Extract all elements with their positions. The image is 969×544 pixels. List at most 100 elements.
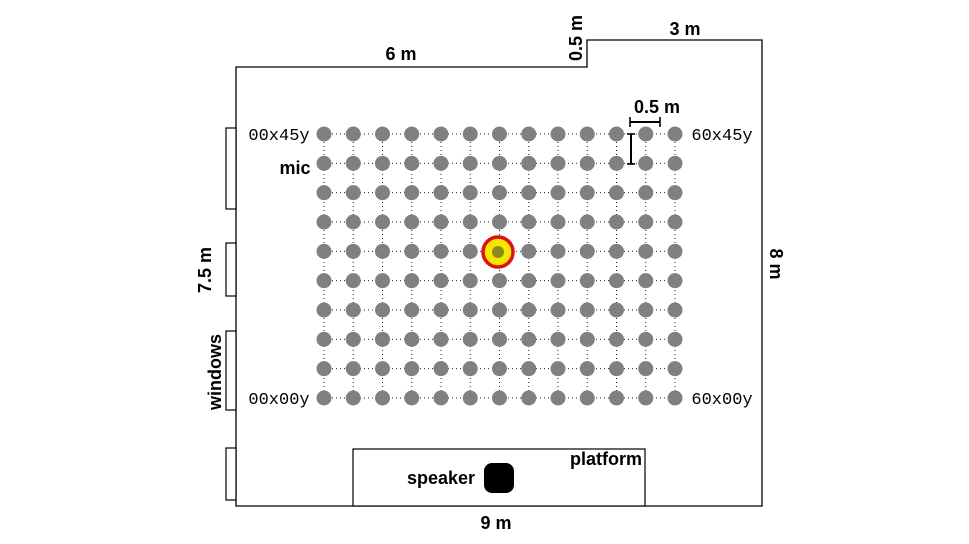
mic-dot [521,390,537,406]
mic-dot [345,155,361,171]
mic-dot [638,243,654,259]
mic-dot [638,185,654,201]
mic-dot [316,361,332,377]
highlighted-mic [492,246,504,258]
mic-dot [462,361,478,377]
mic-dot [521,331,537,347]
mic-dot [375,331,390,347]
mic-dot [667,390,683,406]
windows-label: windows [205,334,225,411]
window [225,242,237,297]
mic-dot [462,185,478,201]
mic-dot [667,126,683,142]
mic-dot [550,243,566,259]
mic-dot [404,126,420,142]
mic-dot [462,273,478,289]
mic-dot [345,243,361,259]
dim-right-height: 8 m [766,248,786,279]
mic-dot [492,390,507,406]
mic-dot [433,126,449,142]
mic-dot [579,185,595,201]
mic-dot [550,214,566,230]
mic-dot [375,155,390,171]
mic-dot [638,126,654,142]
windows [225,127,237,501]
mic-dot [521,361,537,377]
mic-dot [404,331,420,347]
mic-dot [404,302,420,318]
mic-dot [667,331,683,347]
mic-dot [345,185,361,201]
mic-dot [638,155,654,171]
mic-dot [433,243,449,259]
mic-dot [404,214,420,230]
mic-dot [492,185,507,201]
mic-dot [345,331,361,347]
mic-dot [433,214,449,230]
mic-dot [579,302,595,318]
mic-dot [492,302,507,318]
mic-dot [316,214,332,230]
mic-dot [550,331,566,347]
dim-spacing: 0.5 m [634,97,680,117]
mic-dot [462,155,478,171]
mic-dot [609,390,624,406]
mic-dot [345,126,361,142]
mic-dot [375,273,390,289]
dim-left-height: 7.5 m [195,247,215,293]
dim-bottom: 9 m [480,513,511,533]
mic-dot [492,331,507,347]
mic-dot [609,331,624,347]
mic-dot [345,361,361,377]
mic-dot [345,302,361,318]
mic-dot [404,273,420,289]
room-walls [235,39,763,507]
mic-dot [433,185,449,201]
platform-label: platform [570,449,642,469]
mic-dot [667,243,683,259]
mic-dot [404,361,420,377]
mic-dot [316,155,332,171]
mic-dot [521,155,537,171]
mic-dot [521,273,537,289]
mic-dot [638,361,654,377]
dim-notch: 0.5 m [566,15,586,61]
mic-dot [433,302,449,318]
mic-dot [462,126,478,142]
mic-dot [375,390,390,406]
mic-dot [609,155,624,171]
mic-dot [638,302,654,318]
mic-dot [433,273,449,289]
mic-dot [550,390,566,406]
window [225,330,237,411]
mic-dot [638,390,654,406]
mic-dot [462,214,478,230]
mic-dot [550,273,566,289]
microphone-array [316,126,683,406]
mic-dot [433,331,449,347]
window [225,127,237,210]
mic-dot [492,214,507,230]
mic-dot [316,126,332,142]
mic-dot [433,155,449,171]
mic-dot [579,331,595,347]
mic-dot [345,273,361,289]
mic-dot [521,243,537,259]
mic-dot [316,243,332,259]
mic-dot [375,126,390,142]
mic-dot [316,302,332,318]
mic-dot [375,185,390,201]
mic-dot [667,273,683,289]
mic-dot [609,273,624,289]
mic-dot [345,390,361,406]
mic-dot [462,390,478,406]
mic-dot [609,243,624,259]
mic-dot [579,214,595,230]
mic-dot [638,273,654,289]
mic-dot [667,155,683,171]
mic-dot [579,126,595,142]
corner-bottom-right: 60x00y [691,391,752,410]
mic-dot [579,243,595,259]
mic-dot [550,302,566,318]
